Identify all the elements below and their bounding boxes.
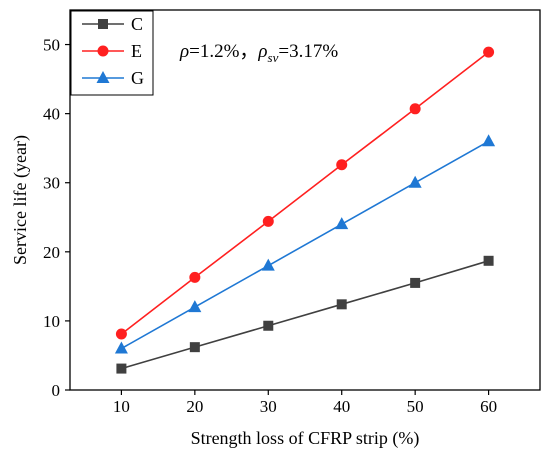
data-point-e — [409, 103, 421, 115]
rhosv-symbol: ρ — [257, 41, 267, 62]
x-tick-label: 50 — [407, 397, 424, 416]
data-point-g — [335, 217, 349, 230]
data-point-e — [189, 271, 201, 283]
x-axis-title: Strength loss of CFRP strip (%) — [191, 428, 420, 449]
series-line-e — [120, 51, 490, 335]
data-point-g — [114, 341, 128, 354]
legend: CEG — [70, 10, 154, 96]
x-tick-label: 30 — [260, 397, 277, 416]
data-point-g — [188, 300, 202, 313]
y-tick-label: 30 — [43, 174, 60, 193]
y-tick-label: 20 — [43, 243, 60, 262]
legend-box — [70, 10, 154, 96]
x-tick-label: 10 — [113, 397, 130, 416]
data-point-c — [189, 342, 200, 353]
data-point-c — [483, 255, 494, 266]
legend-label-g: G — [131, 68, 144, 88]
x-tick-label: 20 — [186, 397, 203, 416]
plot-frame — [69, 9, 541, 391]
legend-marker-g — [96, 71, 110, 83]
data-point-e — [336, 159, 348, 171]
y-tick-label: 0 — [52, 381, 61, 400]
data-point-c — [410, 277, 421, 288]
data-point-g — [408, 175, 422, 188]
data-point-e — [483, 46, 495, 58]
x-tick-label: 40 — [333, 397, 350, 416]
legend-items: CEG — [82, 14, 144, 88]
y-tick-label: 40 — [43, 105, 60, 124]
data-point-g — [482, 134, 496, 147]
series-group — [114, 46, 496, 374]
data-point-g — [261, 258, 275, 271]
rhosv-value: =3.17% — [278, 41, 338, 62]
data-point-c — [336, 299, 347, 310]
rho-symbol: ρ — [179, 41, 189, 62]
y-axis-title: Service life (year) — [10, 135, 31, 265]
y-tick-label: 50 — [43, 36, 60, 55]
series-c — [116, 255, 494, 374]
series-e — [115, 46, 495, 340]
legend-label-e: E — [131, 41, 142, 61]
series-line-c — [121, 260, 489, 370]
data-point-c — [263, 320, 274, 331]
axis-ticks: 10 20 30 40 50 60 0 10 20 30 40 50 — [43, 36, 497, 416]
rho-value: =1.2%， — [189, 41, 258, 62]
rhosv-subscript: sv — [268, 50, 279, 65]
parameter-annotation: ρ=1.2%，ρsv=3.17% — [179, 41, 338, 65]
data-point-e — [115, 328, 127, 340]
legend-label-c: C — [131, 14, 143, 34]
legend-marker-e — [97, 45, 109, 57]
series-line-g — [121, 140, 489, 350]
data-point-c — [116, 363, 127, 374]
y-tick-label: 10 — [43, 312, 60, 331]
legend-marker-c — [98, 19, 108, 29]
series-g — [114, 134, 496, 354]
x-tick-label: 60 — [480, 397, 497, 416]
data-point-e — [262, 215, 274, 227]
